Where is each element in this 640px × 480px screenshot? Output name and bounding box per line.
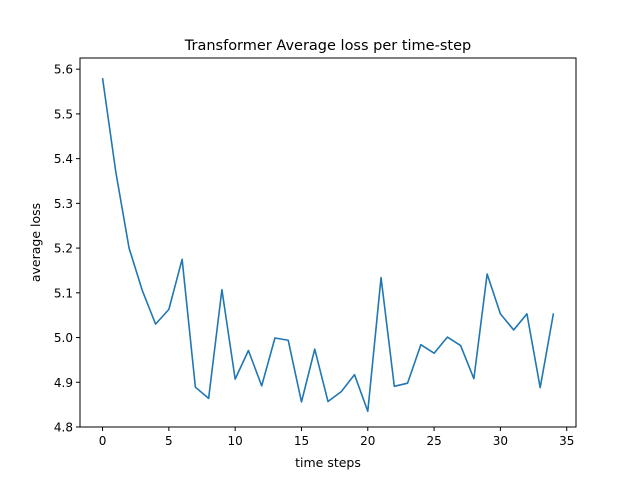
x-tick-label: 35 bbox=[559, 434, 574, 448]
y-tick-label: 5.1 bbox=[54, 286, 73, 300]
x-tick-label: 0 bbox=[99, 434, 107, 448]
x-tick-label: 10 bbox=[228, 434, 243, 448]
y-tick-label: 5.2 bbox=[54, 242, 73, 256]
x-tick-label: 30 bbox=[493, 434, 508, 448]
y-tick-label: 5.3 bbox=[54, 197, 73, 211]
y-axis-label: average loss bbox=[28, 203, 43, 282]
y-tick-label: 4.8 bbox=[54, 421, 73, 435]
y-tick-label: 5.6 bbox=[54, 63, 73, 77]
y-tick-label: 5.0 bbox=[54, 331, 73, 345]
x-tick-label: 20 bbox=[360, 434, 375, 448]
x-axis: 0 5 10 15 20 25 30 35 bbox=[99, 427, 574, 448]
series-line bbox=[101, 78, 555, 413]
x-tick-label: 25 bbox=[426, 434, 441, 448]
y-tick-label: 4.9 bbox=[54, 376, 73, 390]
x-tick-label: 5 bbox=[165, 434, 173, 448]
y-axis: 4.8 4.9 5.0 5.1 5.2 5.3 5.4 5.5 5.6 bbox=[54, 63, 80, 435]
y-tick-label: 5.5 bbox=[54, 107, 73, 121]
chart-title: Transformer Average loss per time-step bbox=[184, 38, 471, 54]
y-tick-label: 5.4 bbox=[54, 152, 73, 166]
x-axis-label: time steps bbox=[295, 455, 361, 470]
x-tick-label: 15 bbox=[294, 434, 309, 448]
plot-frame bbox=[79, 57, 577, 428]
